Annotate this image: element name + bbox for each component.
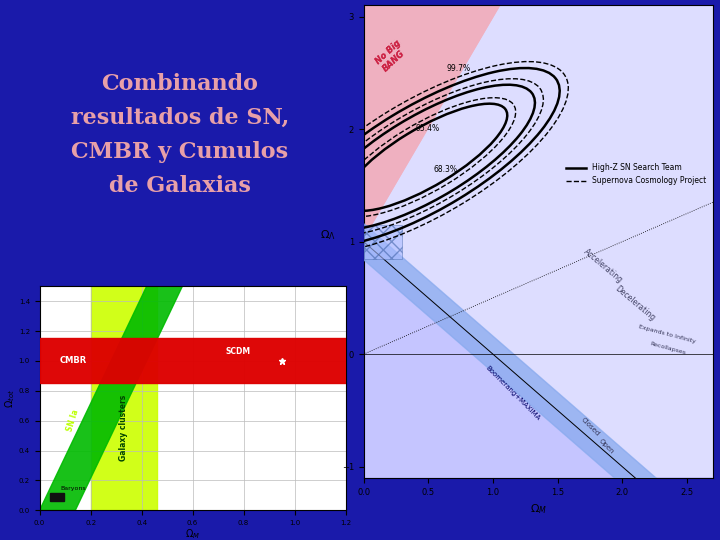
Text: Accelerating: Accelerating (582, 247, 624, 285)
Text: 99.7%: 99.7% (446, 64, 470, 73)
Text: Combinando
resultados de SN,
CMBR y Cumulos
de Galaxias: Combinando resultados de SN, CMBR y Cumu… (71, 73, 289, 197)
Text: Boomerang+MAXIMA: Boomerang+MAXIMA (484, 365, 541, 422)
Bar (40, 339, 346, 383)
Text: Baryons: Baryons (60, 486, 86, 491)
Text: SCDM: SCDM (226, 347, 251, 356)
Text: 95.4%: 95.4% (415, 124, 439, 133)
Y-axis label: $\Omega_\Lambda$: $\Omega_\Lambda$ (320, 228, 336, 241)
X-axis label: $\Omega_M$: $\Omega_M$ (185, 528, 200, 540)
Polygon shape (364, 225, 402, 259)
Text: No Big
BANG: No Big BANG (374, 38, 410, 73)
Text: Open: Open (598, 438, 616, 455)
X-axis label: $\Omega_M$: $\Omega_M$ (530, 502, 546, 516)
Y-axis label: $\Omega_{tot}$: $\Omega_{tot}$ (4, 389, 17, 408)
Text: Expands to Infinity: Expands to Infinity (639, 324, 697, 344)
Polygon shape (364, 5, 500, 236)
Text: SN Ia: SN Ia (65, 409, 81, 433)
Polygon shape (91, 286, 157, 510)
Polygon shape (364, 241, 713, 540)
Text: CMBR: CMBR (60, 356, 87, 366)
Text: 68.3%: 68.3% (433, 165, 457, 174)
Text: Decelerating: Decelerating (613, 284, 657, 323)
Text: Galaxy clusters: Galaxy clusters (120, 395, 128, 461)
Legend: High-Z SN Search Team, Supernova Cosmology Project: High-Z SN Search Team, Supernova Cosmolo… (564, 160, 709, 188)
Polygon shape (364, 224, 713, 540)
Text: Recollapses: Recollapses (649, 341, 686, 356)
Text: Closed: Closed (580, 417, 600, 437)
Polygon shape (40, 286, 182, 510)
Polygon shape (364, 5, 500, 236)
Bar (50, 492, 65, 501)
Text: No Big
BANG: No Big BANG (374, 38, 410, 73)
